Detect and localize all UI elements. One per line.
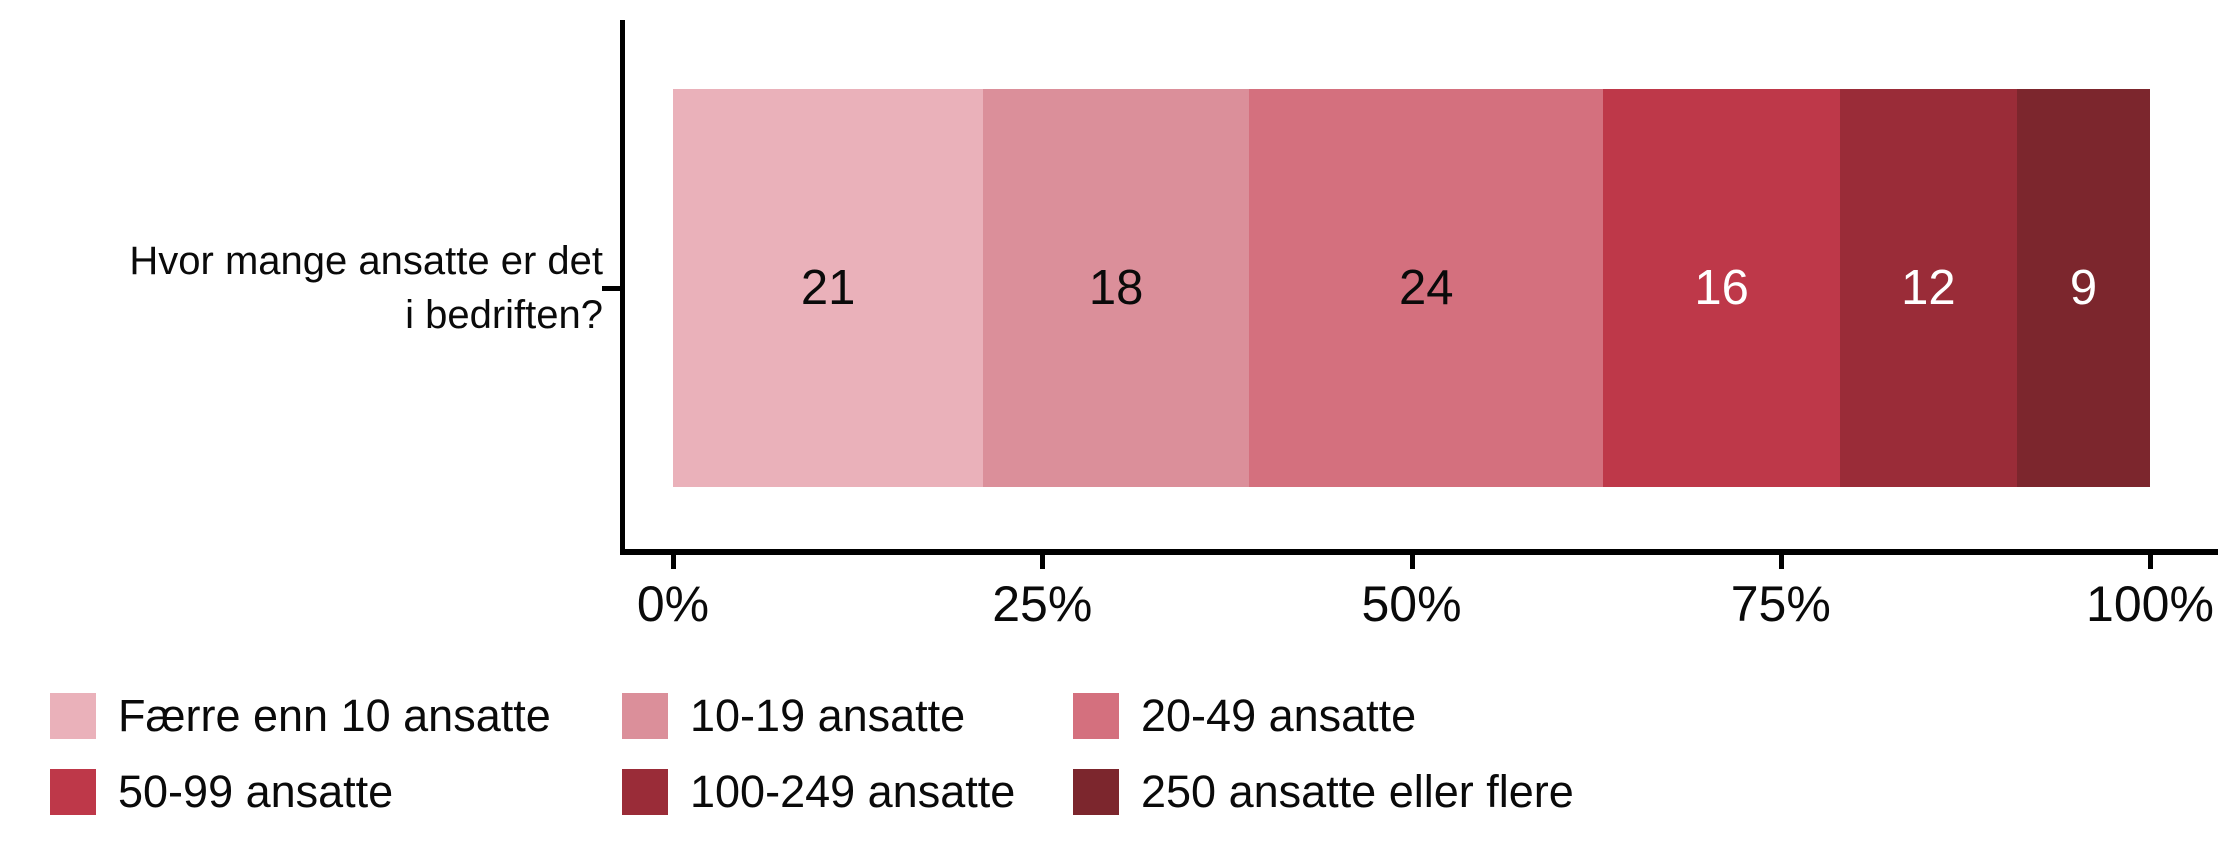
legend-item: 250 ansatte eller flere bbox=[1073, 766, 1574, 817]
legend-swatch bbox=[622, 769, 668, 815]
x-tick-mark bbox=[671, 554, 676, 569]
legend-label: 50-99 ansatte bbox=[118, 766, 394, 817]
legend-label: 10-19 ansatte bbox=[690, 690, 966, 741]
bar-segment: 24 bbox=[1249, 89, 1604, 487]
bar-segment-value: 21 bbox=[800, 261, 856, 315]
question-label: Hvor mange ansatte er det i bedriften? bbox=[0, 234, 603, 342]
legend-swatch bbox=[50, 693, 96, 739]
x-tick-mark bbox=[1040, 554, 1046, 569]
bar-segment-value: 18 bbox=[1088, 261, 1144, 315]
bar-segment-value: 16 bbox=[1694, 261, 1749, 315]
legend-item: 20-49 ansatte bbox=[1073, 690, 1417, 741]
question-label-line-2: i bedriften? bbox=[405, 293, 603, 337]
x-tick-mark bbox=[2148, 554, 2153, 569]
bar-segment-value: 24 bbox=[1398, 261, 1454, 315]
bar-segment-value: 9 bbox=[2069, 261, 2098, 315]
legend-label: Færre enn 10 ansatte bbox=[118, 690, 551, 741]
bar-segment: 21 bbox=[673, 89, 984, 487]
y-axis-tick bbox=[602, 286, 621, 291]
x-tick-label: 75% bbox=[1730, 576, 1831, 632]
legend-swatch bbox=[1073, 769, 1119, 815]
legend-label: 100-249 ansatte bbox=[690, 766, 1016, 817]
x-tick-label: 25% bbox=[992, 576, 1093, 632]
x-tick-mark bbox=[1409, 554, 1415, 569]
legend-swatch bbox=[1073, 693, 1119, 739]
question-label-line-1: Hvor mange ansatte er det bbox=[129, 239, 603, 283]
x-tick-mark bbox=[1778, 554, 1784, 569]
legend-swatch bbox=[622, 693, 668, 739]
x-tick-label: 100% bbox=[2086, 576, 2214, 632]
legend-item: 50-99 ansatte bbox=[50, 766, 394, 817]
x-tick-label: 0% bbox=[636, 576, 710, 632]
legend-item: 100-249 ansatte bbox=[622, 766, 1016, 817]
bar-segment: 12 bbox=[1839, 89, 2018, 487]
y-axis-line bbox=[620, 20, 625, 554]
x-tick-label: 50% bbox=[1361, 576, 1462, 632]
legend-label: 20-49 ansatte bbox=[1141, 690, 1417, 741]
x-axis-line bbox=[620, 549, 2218, 555]
stacked-bar: 21 18 24 16 12 9 bbox=[673, 89, 2150, 487]
legend-item: 10-19 ansatte bbox=[622, 690, 966, 741]
bar-segment: 18 bbox=[983, 89, 1250, 487]
legend-swatch bbox=[50, 769, 96, 815]
legend-label: 250 ansatte eller flere bbox=[1141, 766, 1574, 817]
bar-segment-value: 12 bbox=[1901, 261, 1956, 315]
legend-item: Færre enn 10 ansatte bbox=[50, 690, 551, 741]
bar-segment: 16 bbox=[1603, 89, 1840, 487]
bar-segment: 9 bbox=[2017, 89, 2150, 487]
